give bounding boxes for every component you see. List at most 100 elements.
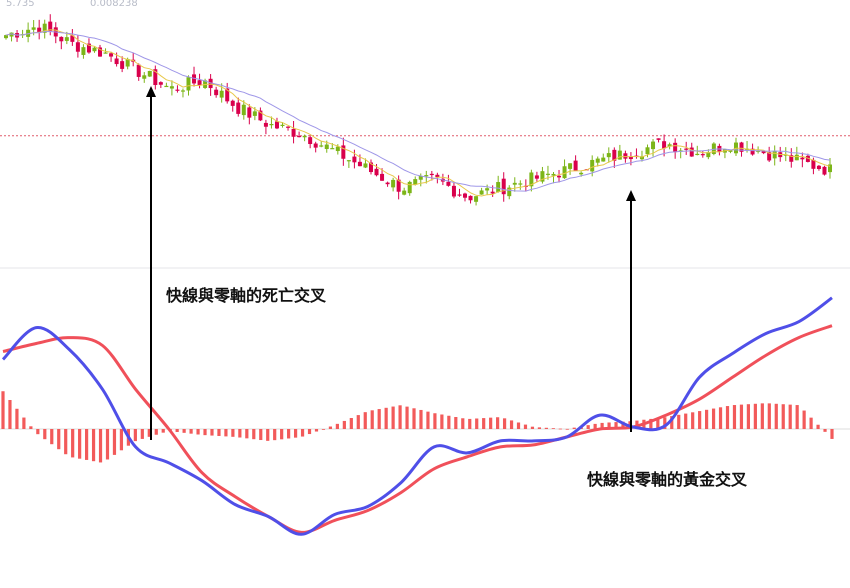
header-readout: 5.735 0.008238: [6, 0, 138, 9]
histogram-bar: [405, 406, 409, 429]
candle-body: [186, 77, 191, 91]
candle-body: [540, 171, 545, 182]
golden-cross-label: 快線與零軸的黃金交叉: [587, 470, 748, 489]
histogram-bar: [802, 410, 806, 429]
candle-body: [446, 181, 451, 186]
candle-body: [31, 27, 36, 30]
histogram-bar: [502, 418, 507, 429]
candle-body: [396, 179, 401, 192]
candle-body: [169, 86, 174, 89]
candle-body: [662, 141, 667, 149]
candle-body: [214, 89, 219, 96]
candle-body: [297, 135, 302, 138]
candle-body: [816, 165, 821, 170]
candle-body: [711, 143, 716, 155]
header-left-text: 5.735: [6, 0, 35, 9]
candle-body: [805, 155, 810, 162]
candle-body: [612, 149, 617, 161]
histogram-bar: [739, 404, 744, 429]
candle-body: [689, 147, 694, 157]
histogram-bar: [795, 405, 799, 429]
histogram-bar: [496, 417, 500, 429]
histogram-bar: [391, 406, 395, 429]
histogram-bar: [774, 403, 778, 429]
candle-body: [92, 47, 97, 52]
candle-body: [48, 21, 53, 31]
candle-body: [4, 35, 8, 39]
histogram-bar: [725, 406, 730, 429]
histogram-bar: [663, 417, 667, 429]
candle-body: [263, 122, 268, 127]
candle-body: [230, 100, 235, 106]
histogram-bar: [203, 429, 207, 436]
candle-body: [147, 70, 152, 77]
candle-body: [545, 173, 550, 175]
candle-body: [435, 174, 440, 178]
candle-body: [673, 142, 678, 153]
candle-body: [463, 193, 468, 198]
candle-body: [402, 190, 407, 195]
candle-body: [474, 196, 479, 202]
candle-body: [628, 156, 633, 160]
candle-body: [192, 74, 197, 84]
candle-body: [59, 36, 64, 42]
candle-body: [706, 152, 711, 158]
histogram-bar: [196, 429, 200, 435]
candle-body: [385, 182, 390, 185]
candle-body: [651, 141, 656, 150]
histogram-bar: [677, 414, 681, 429]
candle-body: [241, 104, 246, 116]
histogram-bar: [830, 429, 834, 439]
golden-cross-arrow-head: [626, 190, 636, 201]
candle-body: [772, 151, 777, 159]
candle-body: [330, 148, 335, 150]
candle-body: [568, 163, 573, 169]
histogram-bar: [29, 426, 33, 429]
candle-body: [175, 89, 180, 91]
histogram-bar: [516, 422, 521, 429]
candle-body: [457, 194, 462, 196]
candle-body: [42, 23, 47, 33]
candle-body: [590, 159, 595, 172]
histogram-bar: [698, 411, 702, 429]
candle-body: [357, 161, 362, 167]
histogram-bar: [105, 429, 110, 460]
candle-body: [490, 191, 495, 194]
histogram-bar: [746, 404, 751, 429]
candle-body: [225, 88, 230, 102]
histogram-bar: [537, 427, 542, 429]
histogram-bar: [691, 412, 695, 429]
candle-body: [418, 176, 423, 180]
candle-body: [75, 42, 80, 52]
histogram-bar: [119, 429, 124, 451]
histogram-bar: [84, 429, 89, 460]
histogram-bar: [523, 424, 528, 429]
candle-body: [623, 153, 628, 159]
histogram-bar: [43, 429, 47, 440]
histogram-bar: [468, 418, 472, 429]
histogram-bar: [398, 405, 402, 429]
candle-body: [208, 78, 213, 89]
candle-body: [534, 175, 539, 179]
candle-body: [794, 154, 799, 161]
candle-body: [700, 154, 705, 156]
candle-body: [219, 90, 224, 98]
candle-body: [684, 148, 689, 150]
histogram-bar: [1, 391, 5, 429]
candle-body: [424, 175, 429, 177]
histogram-bar: [175, 429, 179, 432]
histogram-bar: [482, 418, 486, 429]
histogram-bar: [314, 429, 319, 432]
candle-body: [280, 124, 285, 126]
candle-body: [274, 121, 279, 129]
histogram-bar: [300, 429, 305, 437]
histogram-bar: [307, 429, 312, 435]
candle-body: [142, 75, 147, 79]
macd-panel: [0, 296, 850, 536]
candle-body: [767, 152, 772, 161]
histogram-bar: [461, 418, 465, 429]
candle-body: [695, 153, 700, 156]
candle-body: [164, 85, 169, 88]
candle-body: [800, 157, 805, 160]
histogram-bar: [8, 400, 12, 429]
